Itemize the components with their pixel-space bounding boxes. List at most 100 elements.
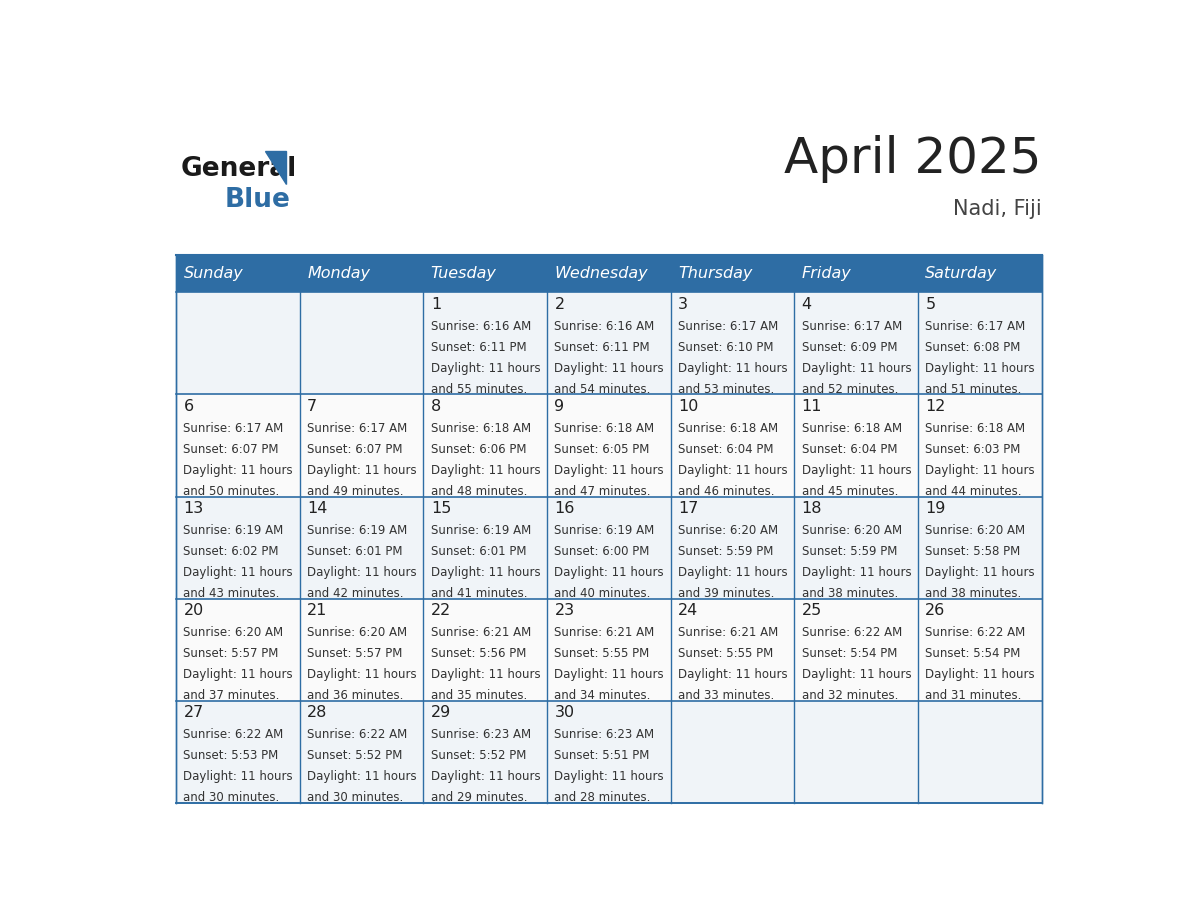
Text: Sunset: 6:00 PM: Sunset: 6:00 PM [555, 545, 650, 558]
Bar [423, 599, 546, 700]
Text: 25: 25 [802, 603, 822, 618]
Text: Daylight: 11 hours: Daylight: 11 hours [431, 770, 541, 783]
Text: and 38 minutes.: and 38 minutes. [925, 587, 1022, 599]
Bar [176, 292, 299, 395]
Text: Nadi, Fiji: Nadi, Fiji [953, 198, 1042, 218]
Bar [671, 599, 795, 700]
Text: and 39 minutes.: and 39 minutes. [678, 587, 775, 599]
Bar [299, 497, 423, 599]
Text: Daylight: 11 hours: Daylight: 11 hours [925, 566, 1035, 579]
Text: Sunset: 6:10 PM: Sunset: 6:10 PM [678, 341, 773, 353]
Bar [795, 395, 918, 497]
Bar [423, 497, 546, 599]
Text: Sunset: 5:57 PM: Sunset: 5:57 PM [183, 647, 279, 660]
Text: and 41 minutes.: and 41 minutes. [431, 587, 527, 599]
Bar [671, 497, 795, 599]
Text: Daylight: 11 hours: Daylight: 11 hours [802, 464, 911, 476]
Text: Daylight: 11 hours: Daylight: 11 hours [308, 668, 417, 681]
Bar [546, 255, 671, 292]
Text: Sunset: 5:58 PM: Sunset: 5:58 PM [925, 545, 1020, 558]
Text: Sunrise: 6:21 AM: Sunrise: 6:21 AM [678, 626, 778, 639]
Bar [299, 255, 423, 292]
Text: and 43 minutes.: and 43 minutes. [183, 587, 280, 599]
Text: Sunrise: 6:18 AM: Sunrise: 6:18 AM [555, 422, 655, 435]
Text: 27: 27 [183, 705, 203, 720]
Text: Sunday: Sunday [183, 266, 244, 281]
Text: Sunset: 5:54 PM: Sunset: 5:54 PM [802, 647, 897, 660]
Text: Daylight: 11 hours: Daylight: 11 hours [183, 770, 293, 783]
Text: Daylight: 11 hours: Daylight: 11 hours [555, 566, 664, 579]
Text: Friday: Friday [802, 266, 852, 281]
Text: Daylight: 11 hours: Daylight: 11 hours [925, 464, 1035, 476]
Bar [423, 255, 546, 292]
Bar [176, 700, 299, 803]
Text: 1: 1 [431, 297, 441, 311]
Text: Daylight: 11 hours: Daylight: 11 hours [678, 362, 788, 375]
Text: Sunset: 6:05 PM: Sunset: 6:05 PM [555, 442, 650, 456]
Text: Daylight: 11 hours: Daylight: 11 hours [678, 668, 788, 681]
Text: Sunset: 6:06 PM: Sunset: 6:06 PM [431, 442, 526, 456]
Text: Sunset: 5:55 PM: Sunset: 5:55 PM [678, 647, 773, 660]
Text: 11: 11 [802, 398, 822, 414]
Bar [176, 395, 299, 497]
Text: Sunrise: 6:18 AM: Sunrise: 6:18 AM [925, 422, 1025, 435]
Text: Saturday: Saturday [925, 266, 998, 281]
Text: Sunrise: 6:20 AM: Sunrise: 6:20 AM [925, 524, 1025, 537]
Text: and 30 minutes.: and 30 minutes. [308, 791, 404, 804]
Bar [795, 292, 918, 395]
Text: and 29 minutes.: and 29 minutes. [431, 791, 527, 804]
Text: Daylight: 11 hours: Daylight: 11 hours [183, 464, 293, 476]
Text: and 44 minutes.: and 44 minutes. [925, 485, 1022, 498]
Text: and 37 minutes.: and 37 minutes. [183, 689, 280, 702]
Text: Sunrise: 6:18 AM: Sunrise: 6:18 AM [678, 422, 778, 435]
Bar [546, 700, 671, 803]
Bar [299, 700, 423, 803]
Text: 30: 30 [555, 705, 575, 720]
Bar [918, 255, 1042, 292]
Bar [918, 497, 1042, 599]
Text: Sunrise: 6:19 AM: Sunrise: 6:19 AM [308, 524, 407, 537]
Text: Sunrise: 6:20 AM: Sunrise: 6:20 AM [308, 626, 407, 639]
Text: 17: 17 [678, 501, 699, 516]
Bar [671, 700, 795, 803]
Text: Daylight: 11 hours: Daylight: 11 hours [802, 668, 911, 681]
Text: Sunrise: 6:16 AM: Sunrise: 6:16 AM [555, 319, 655, 333]
Text: Sunset: 5:54 PM: Sunset: 5:54 PM [925, 647, 1020, 660]
Text: Sunset: 5:57 PM: Sunset: 5:57 PM [308, 647, 403, 660]
Text: Sunrise: 6:18 AM: Sunrise: 6:18 AM [802, 422, 902, 435]
Text: Daylight: 11 hours: Daylight: 11 hours [555, 362, 664, 375]
Text: General: General [181, 156, 297, 182]
Text: Sunset: 6:07 PM: Sunset: 6:07 PM [183, 442, 279, 456]
Bar [795, 700, 918, 803]
Text: Daylight: 11 hours: Daylight: 11 hours [308, 464, 417, 476]
Bar [671, 255, 795, 292]
Text: Daylight: 11 hours: Daylight: 11 hours [555, 464, 664, 476]
Text: 19: 19 [925, 501, 946, 516]
Text: 16: 16 [555, 501, 575, 516]
Text: Sunrise: 6:21 AM: Sunrise: 6:21 AM [431, 626, 531, 639]
Bar [299, 292, 423, 395]
Text: Daylight: 11 hours: Daylight: 11 hours [555, 770, 664, 783]
Text: and 50 minutes.: and 50 minutes. [183, 485, 279, 498]
Text: Blue: Blue [225, 186, 291, 212]
Text: and 30 minutes.: and 30 minutes. [183, 791, 279, 804]
Bar [546, 292, 671, 395]
Text: Sunset: 6:07 PM: Sunset: 6:07 PM [308, 442, 403, 456]
Text: Sunset: 6:01 PM: Sunset: 6:01 PM [308, 545, 403, 558]
Text: and 53 minutes.: and 53 minutes. [678, 383, 775, 396]
Bar [918, 395, 1042, 497]
Text: Sunset: 5:53 PM: Sunset: 5:53 PM [183, 749, 279, 762]
Text: 18: 18 [802, 501, 822, 516]
Text: Sunset: 5:52 PM: Sunset: 5:52 PM [431, 749, 526, 762]
Text: 15: 15 [431, 501, 451, 516]
Text: Sunset: 6:08 PM: Sunset: 6:08 PM [925, 341, 1020, 353]
Text: and 40 minutes.: and 40 minutes. [555, 587, 651, 599]
Bar [423, 395, 546, 497]
Text: Sunset: 6:03 PM: Sunset: 6:03 PM [925, 442, 1020, 456]
Text: Sunset: 6:11 PM: Sunset: 6:11 PM [431, 341, 526, 353]
Text: Daylight: 11 hours: Daylight: 11 hours [431, 668, 541, 681]
Text: and 42 minutes.: and 42 minutes. [308, 587, 404, 599]
Bar [423, 700, 546, 803]
Text: Daylight: 11 hours: Daylight: 11 hours [678, 464, 788, 476]
Text: Sunrise: 6:20 AM: Sunrise: 6:20 AM [678, 524, 778, 537]
